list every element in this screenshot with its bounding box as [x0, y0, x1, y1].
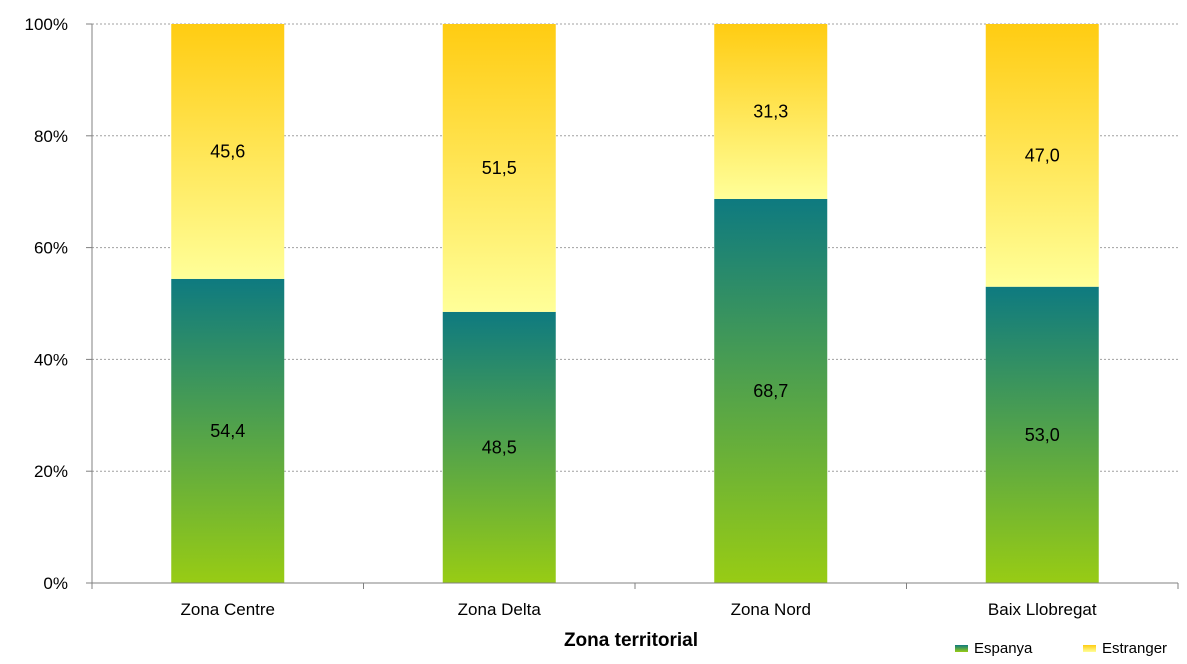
- bar-espanya-1: [171, 278, 285, 583]
- data-label: 68,7: [753, 381, 788, 401]
- bar-espanya-2: [442, 311, 556, 583]
- bar-estranger-4: [985, 24, 1099, 287]
- y-tick-label: 80%: [34, 127, 68, 146]
- data-label: 48,5: [482, 437, 517, 457]
- data-label: 45,6: [210, 141, 245, 161]
- legend-swatch-espanya: [955, 645, 968, 652]
- x-category-label: Zona Delta: [458, 600, 542, 619]
- bar-estranger-3: [714, 24, 828, 199]
- data-label: 31,3: [753, 101, 788, 121]
- y-tick-label: 20%: [34, 462, 68, 481]
- y-tick-label: 100%: [25, 15, 68, 34]
- data-label: 53,0: [1025, 425, 1060, 445]
- y-tick-label: 40%: [34, 350, 68, 369]
- legend: Espanya Estranger: [955, 640, 1167, 657]
- legend-label-espanya: Espanya: [974, 640, 1033, 657]
- x-category-label: Baix Llobregat: [988, 600, 1097, 619]
- y-tick-label: 0%: [43, 574, 68, 593]
- data-label: 51,5: [482, 158, 517, 178]
- bar-espanya-3: [714, 198, 828, 584]
- x-category-label: Zona Centre: [181, 600, 276, 619]
- axes: 0% 20% 40% 60% 80% 100% Zona Centre Zona Delta Z…: [25, 15, 1179, 619]
- data-label: 54,4: [210, 421, 245, 441]
- legend-swatch-estranger: [1083, 645, 1096, 652]
- data-label: 47,0: [1025, 145, 1060, 165]
- data-labels: 54,4 45,6 48,5 51,5 68,7 31,3 53,0 47,0: [210, 101, 1060, 457]
- y-tick-label: 60%: [34, 239, 68, 258]
- x-category-label: Zona Nord: [731, 600, 811, 619]
- legend-label-estranger: Estranger: [1102, 640, 1167, 657]
- bar-estranger-1: [171, 24, 285, 279]
- bars: [171, 24, 1099, 584]
- bar-estranger-2: [442, 24, 556, 312]
- bar-espanya-4: [985, 286, 1099, 583]
- x-axis-title: Zona territorial: [564, 630, 698, 651]
